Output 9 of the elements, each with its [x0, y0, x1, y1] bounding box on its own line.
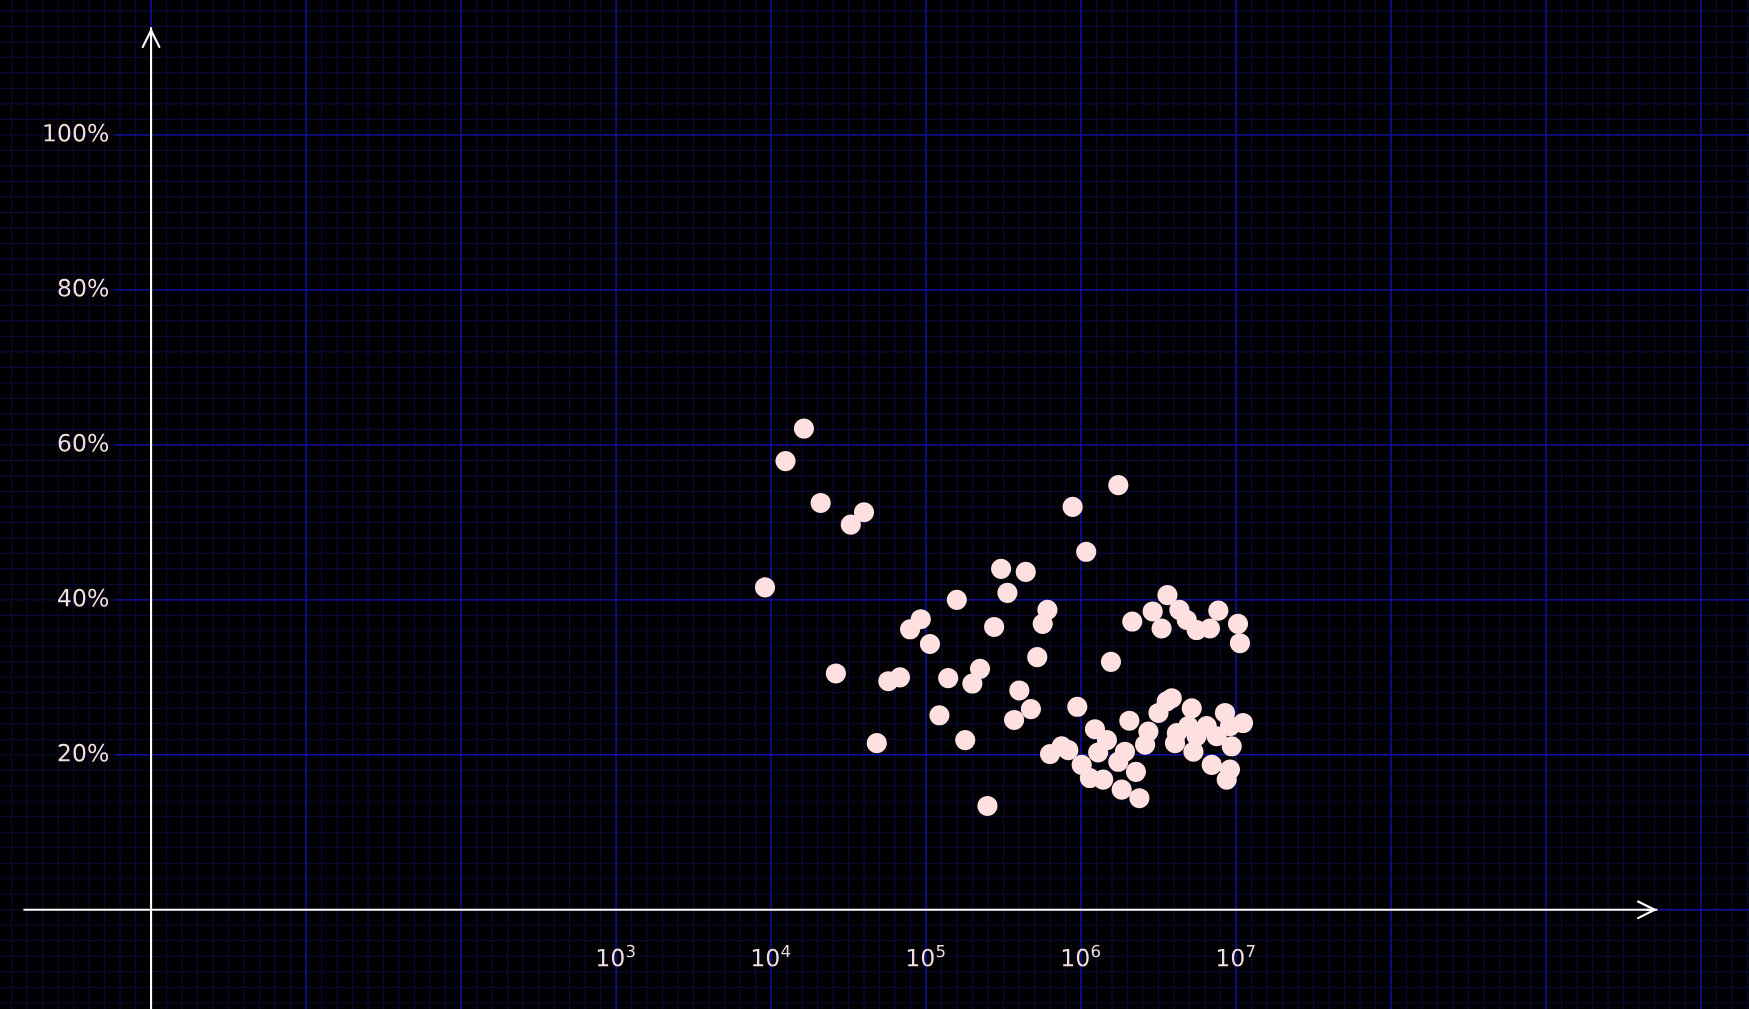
- x-tick-label: 10$^{5}$: [907, 945, 945, 967]
- y-tick-label: 60%: [58, 433, 109, 452]
- y-tick-label: 40%: [58, 588, 109, 607]
- y-tick-label: 80%: [58, 278, 109, 297]
- y-tick-label: 100%: [44, 123, 109, 142]
- y-tick-label: 20%: [58, 743, 109, 762]
- x-tick-label: 10$^{6}$: [1062, 944, 1100, 967]
- x-tick-label: 10$^{4}$: [752, 945, 791, 967]
- x-tick-label: 10$^{7}$: [1217, 945, 1255, 967]
